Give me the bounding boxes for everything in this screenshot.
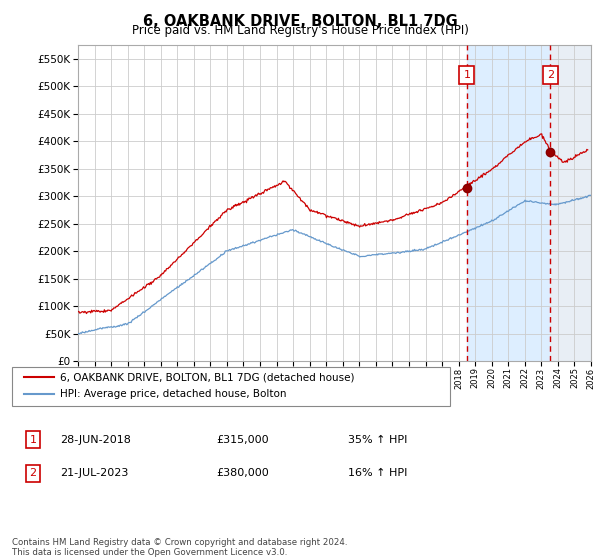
Text: £380,000: £380,000 xyxy=(216,468,269,478)
HPI: Average price, detached house, Bolton: (2e+03, 1.78e+05): Average price, detached house, Bolton: (… xyxy=(207,260,214,267)
6, OAKBANK DRIVE, BOLTON, BL1 7DG (detached house) xyxy=(306,207,313,213)
6, OAKBANK DRIVE, BOLTON, BL1 7DG (detached house) xyxy=(459,185,466,192)
Text: 1: 1 xyxy=(29,435,37,445)
Bar xyxy=(550,45,591,361)
6, OAKBANK DRIVE, BOLTON, BL1 7DG (detached house) xyxy=(376,218,383,225)
Text: 28-JUN-2018: 28-JUN-2018 xyxy=(60,435,131,445)
Text: 16% ↑ HPI: 16% ↑ HPI xyxy=(348,468,407,478)
Text: £315,000: £315,000 xyxy=(216,435,269,445)
6, OAKBANK DRIVE, BOLTON, BL1 7DG (detached house) xyxy=(584,147,591,153)
HPI: Average price, detached house, Bolton: (2e+03, 1.24e+05): Average price, detached house, Bolton: (… xyxy=(166,290,173,296)
Text: 21-JUL-2023: 21-JUL-2023 xyxy=(60,468,128,478)
Text: 2: 2 xyxy=(29,468,37,478)
6, OAKBANK DRIVE, BOLTON, BL1 7DG (detached house) xyxy=(83,310,90,317)
Bar xyxy=(467,45,550,361)
HPI: Average price, detached house, Bolton: (2.01e+03, 1.95e+05): Average price, detached house, Bolton: (… xyxy=(377,251,385,258)
Line: 6, OAKBANK DRIVE, BOLTON, BL1 7DG (detached house): 6, OAKBANK DRIVE, BOLTON, BL1 7DG (detac… xyxy=(78,134,587,314)
Line: HPI: Average price, detached house, Bolton: HPI: Average price, detached house, Bolt… xyxy=(78,195,591,334)
6, OAKBANK DRIVE, BOLTON, BL1 7DG (detached house) xyxy=(538,130,545,137)
Bar xyxy=(550,45,591,361)
6, OAKBANK DRIVE, BOLTON, BL1 7DG (detached house) xyxy=(74,309,82,315)
HPI: Average price, detached house, Bolton: (2.02e+03, 2.34e+05): Average price, detached house, Bolton: (… xyxy=(461,229,469,236)
Text: Price paid vs. HM Land Registry's House Price Index (HPI): Price paid vs. HM Land Registry's House … xyxy=(131,24,469,37)
6, OAKBANK DRIVE, BOLTON, BL1 7DG (detached house) xyxy=(416,207,423,213)
6, OAKBANK DRIVE, BOLTON, BL1 7DG (detached house) xyxy=(166,264,173,270)
HPI: Average price, detached house, Bolton: (2e+03, 4.99e+04): Average price, detached house, Bolton: (… xyxy=(75,330,82,337)
Text: HPI: Average price, detached house, Bolton: HPI: Average price, detached house, Bolt… xyxy=(60,389,287,399)
Text: 6, OAKBANK DRIVE, BOLTON, BL1 7DG (detached house): 6, OAKBANK DRIVE, BOLTON, BL1 7DG (detac… xyxy=(60,372,355,382)
6, OAKBANK DRIVE, BOLTON, BL1 7DG (detached house) xyxy=(206,222,214,228)
HPI: Average price, detached house, Bolton: (2.02e+03, 2.04e+05): Average price, detached house, Bolton: (… xyxy=(418,246,425,253)
Text: 1: 1 xyxy=(463,70,470,80)
Text: Contains HM Land Registry data © Crown copyright and database right 2024.
This d: Contains HM Land Registry data © Crown c… xyxy=(12,538,347,557)
Text: 6, OAKBANK DRIVE, BOLTON, BL1 7DG: 6, OAKBANK DRIVE, BOLTON, BL1 7DG xyxy=(143,14,457,29)
Text: 2: 2 xyxy=(547,70,554,80)
HPI: Average price, detached house, Bolton: (2e+03, 5.06e+04): Average price, detached house, Bolton: (… xyxy=(74,330,82,337)
Text: 35% ↑ HPI: 35% ↑ HPI xyxy=(348,435,407,445)
HPI: Average price, detached house, Bolton: (2.03e+03, 3.01e+05): Average price, detached house, Bolton: (… xyxy=(587,192,595,199)
HPI: Average price, detached house, Bolton: (2.01e+03, 2.26e+05): Average price, detached house, Bolton: (… xyxy=(307,234,314,240)
